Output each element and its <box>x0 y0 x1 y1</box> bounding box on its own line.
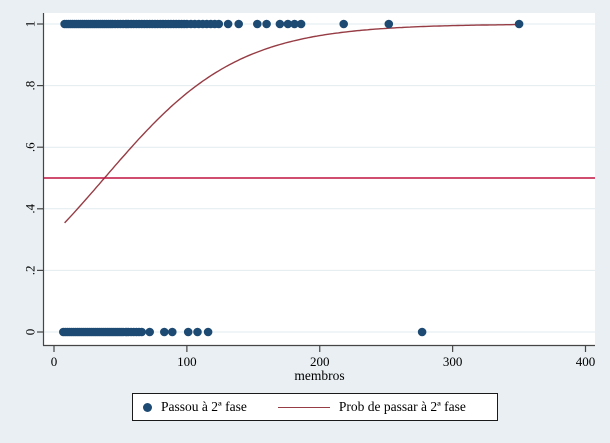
scatter-point <box>275 19 285 29</box>
legend-label-passou: Passou à 2ª fase <box>161 399 247 414</box>
predicted-probability-curve <box>64 23 520 224</box>
y-tick-label: .6 <box>23 142 38 152</box>
scatter-point <box>339 19 349 29</box>
scatter-point <box>417 327 427 337</box>
scatter-point <box>137 327 146 337</box>
x-tick-label: 100 <box>177 354 197 369</box>
y-tick-label: .2 <box>23 266 38 276</box>
scatter-point <box>283 19 293 29</box>
scatter-point <box>252 19 262 29</box>
scatter-point <box>514 19 524 29</box>
scatter-point <box>384 19 394 29</box>
scatter-point <box>203 327 213 337</box>
y-tick-label: 1 <box>23 21 38 28</box>
scatter-point <box>214 19 224 29</box>
plot-background <box>44 13 595 345</box>
legend-item-prob: Prob de passar à 2ª fase <box>247 399 466 415</box>
scatter-point <box>160 327 169 337</box>
legend-label-prob: Prob de passar à 2ª fase <box>338 399 466 414</box>
x-axis-title: membros <box>294 368 345 383</box>
fit-line-icon <box>277 406 330 408</box>
y-tick-label: .4 <box>23 203 38 213</box>
scatter-dot-icon <box>143 402 152 412</box>
x-tick-label: 200 <box>310 354 330 369</box>
scatter-point <box>290 19 299 29</box>
x-tick-label: 0 <box>51 354 58 369</box>
scatter-point <box>168 327 177 337</box>
legend: Passou à 2ª fase Prob de passar à 2ª fas… <box>132 393 498 421</box>
scatter-point <box>296 19 306 29</box>
scatter-point <box>193 327 202 337</box>
y-tick-label: 0 <box>23 329 38 336</box>
scatter-point <box>183 327 193 337</box>
y-tick-label: .8 <box>23 81 38 91</box>
scatter-point <box>234 19 243 29</box>
x-tick-label: 300 <box>443 354 463 369</box>
scatter-point <box>262 19 271 29</box>
legend-item-passou: Passou à 2ª fase <box>133 399 247 415</box>
scatter-point <box>145 327 154 337</box>
x-tick-label: 400 <box>576 354 596 369</box>
scatter-point <box>223 19 233 29</box>
